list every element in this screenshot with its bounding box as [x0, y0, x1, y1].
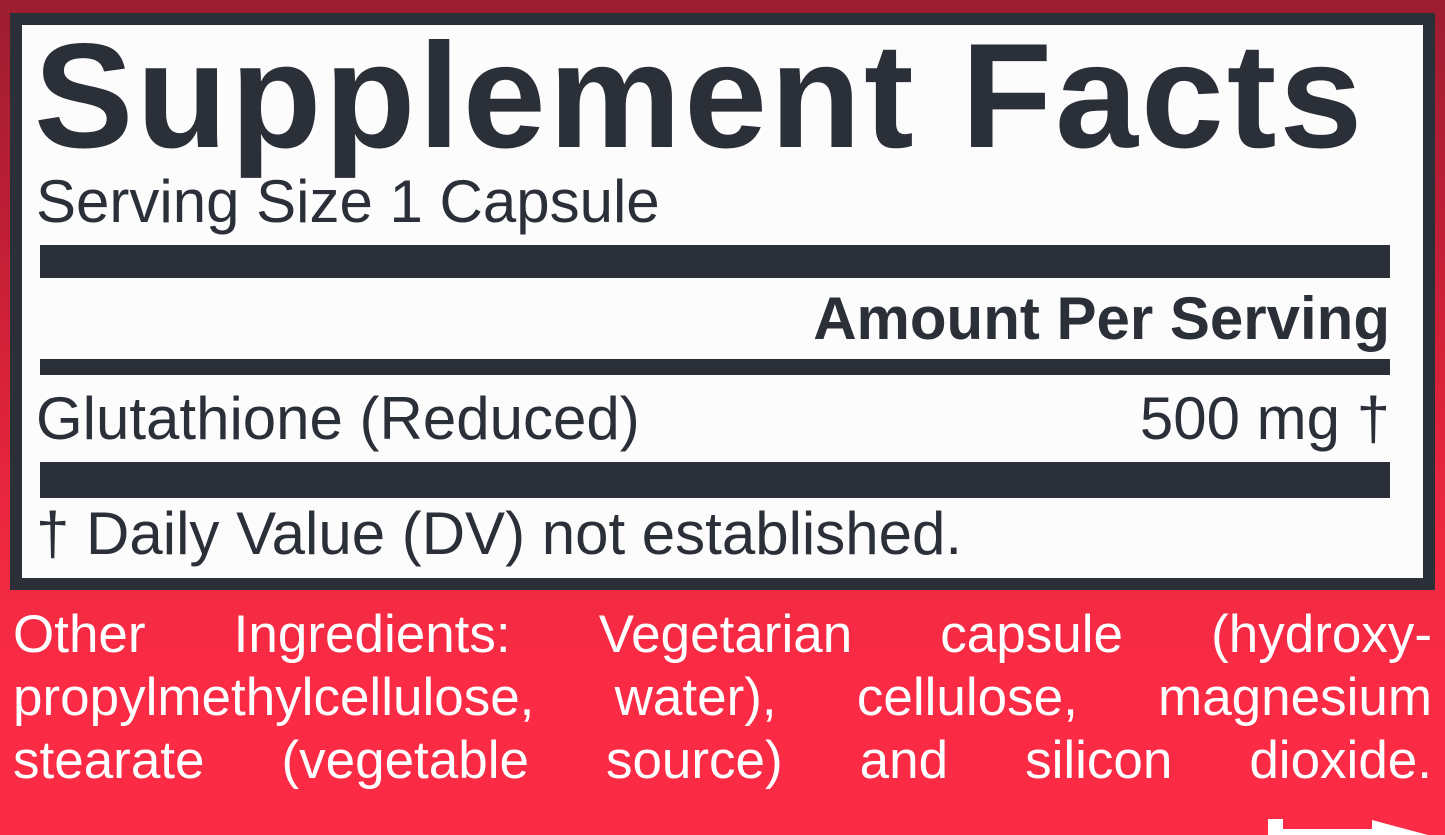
- panel-inner: Supplement Facts Serving Size 1 Capsule …: [22, 21, 1423, 578]
- daily-value-footnote: † Daily Value (DV) not established.: [36, 500, 963, 567]
- nutrient-name: Glutathione (Reduced): [36, 385, 640, 452]
- other-ingredients-section: Other Ingredients: Vegetarian capsule (h…: [0, 590, 1445, 835]
- arrow-icon: [1268, 818, 1430, 835]
- amount-per-serving-header: Amount Per Serving: [813, 285, 1390, 352]
- divider-bar-thick-top: [40, 245, 1390, 278]
- other-ingredients-line: Other Ingredients: Vegetarian capsule (h…: [13, 605, 1432, 664]
- other-ingredients-line: stearate (vegetable source) and silicon …: [13, 731, 1432, 790]
- divider-bar-medium: [40, 359, 1390, 375]
- serving-size-text: Serving Size 1 Capsule: [36, 168, 660, 235]
- nutrient-row: Glutathione (Reduced) 500 mg †: [36, 389, 1390, 449]
- other-ingredients-line: propylmethylcellulose, water), cellulose…: [13, 668, 1432, 727]
- nutrient-amount: 500 mg †: [1139, 385, 1390, 452]
- supplement-facts-panel: Supplement Facts Serving Size 1 Capsule …: [10, 13, 1435, 590]
- panel-title: Supplement Facts: [34, 12, 1366, 179]
- divider-bar-thick-bottom: [40, 462, 1390, 498]
